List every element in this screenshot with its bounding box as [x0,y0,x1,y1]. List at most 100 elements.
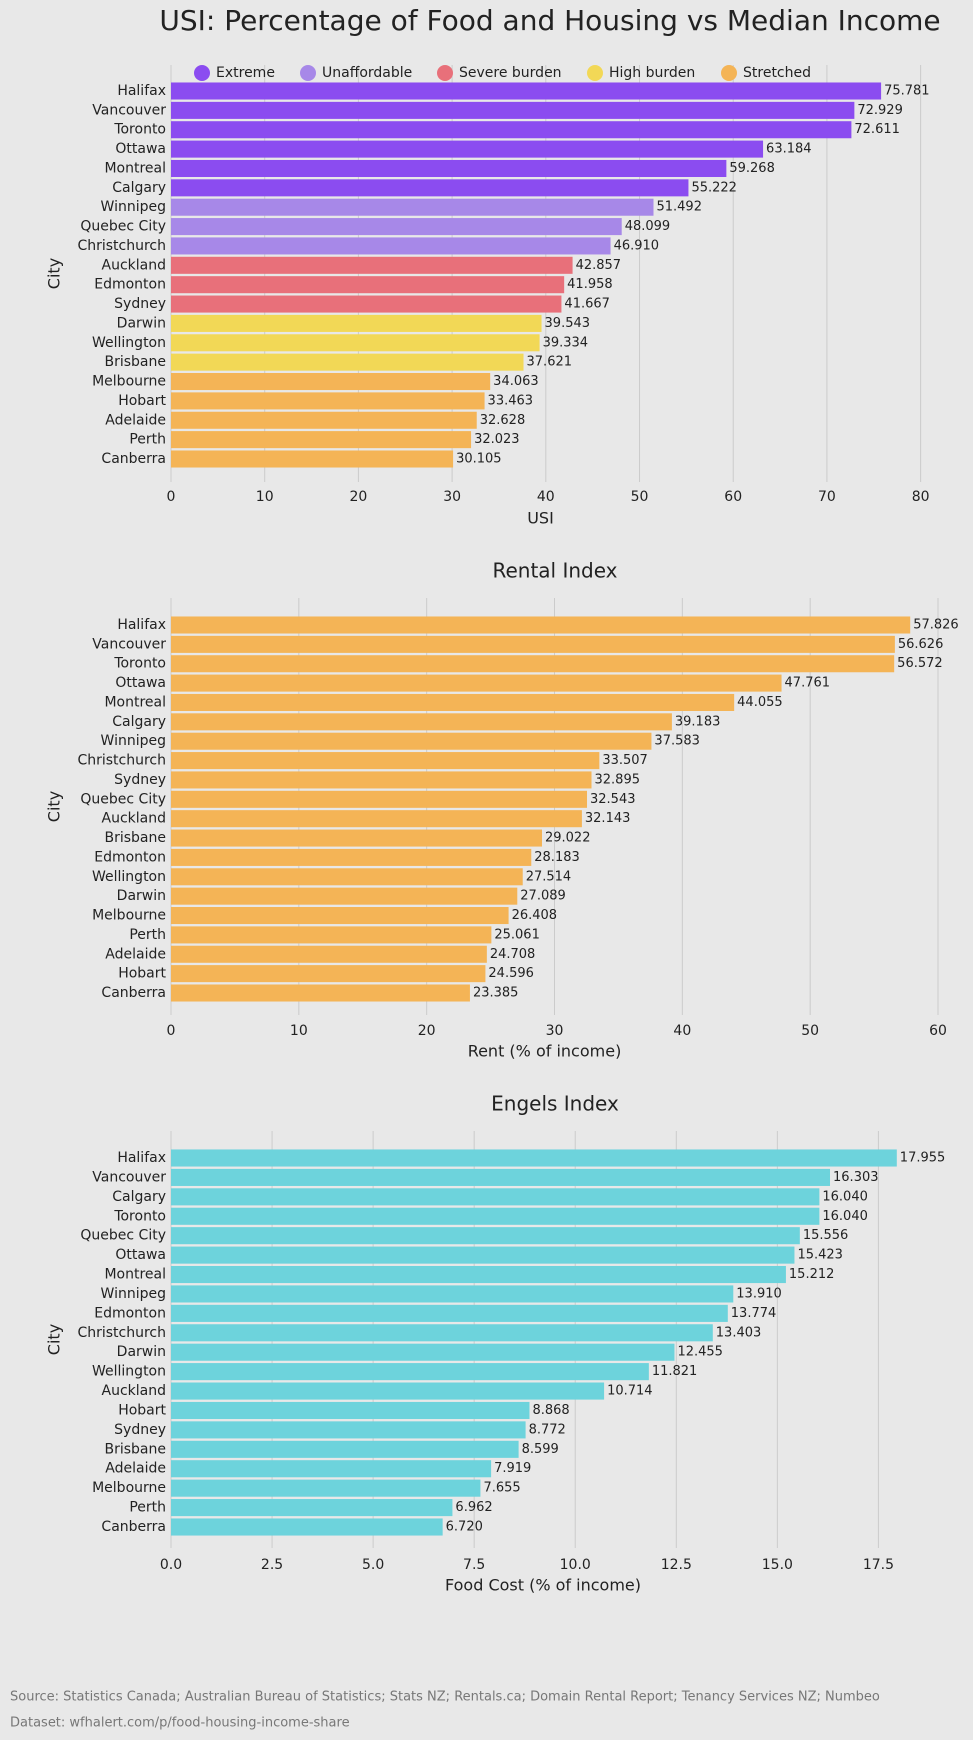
legend-marker [194,65,210,81]
value-label: 59.268 [729,161,775,176]
y-tick-label: Melbourne [92,908,166,924]
y-tick-label: Toronto [113,1208,166,1224]
value-label: 33.463 [488,393,533,408]
bar [171,868,523,886]
value-label: 56.572 [897,656,943,671]
value-label: 48.099 [625,219,671,234]
y-tick-label: Melbourne [92,374,166,390]
y-axis-label: City [45,258,64,289]
y-tick-label: Hobart [118,1402,166,1418]
y-tick-label: Toronto [113,122,166,138]
value-label: 27.514 [526,869,572,884]
y-tick-label: Sydney [114,296,166,312]
y-tick-label: Perth [129,927,166,943]
x-tick-label: 50 [631,489,649,505]
bar [171,1518,443,1536]
bar [171,1324,713,1342]
y-tick-label: Hobart [118,966,166,982]
bar [171,140,764,158]
y-tick-label: Calgary [112,180,166,196]
bar [171,334,540,352]
bar [171,635,895,653]
value-label: 8.599 [522,1442,559,1457]
bar [171,450,454,468]
y-tick-label: Ottawa [115,1247,166,1263]
y-tick-label: Montreal [104,160,166,176]
x-tick-label: 17.5 [863,1557,894,1573]
value-label: 16.040 [822,1209,868,1224]
y-tick-label: Ottawa [115,675,166,691]
x-tick-label: 15.0 [762,1557,793,1573]
x-tick-label: 30 [546,1023,564,1039]
value-label: 75.781 [884,84,930,99]
bar [171,1440,519,1458]
bar [171,256,573,274]
value-label: 63.184 [766,142,812,157]
bar [171,810,582,828]
y-tick-label: Toronto [113,656,166,672]
value-label: 23.385 [473,986,518,1001]
value-label: 46.910 [614,238,660,253]
bar [171,693,735,711]
value-label: 16.303 [833,1170,879,1185]
value-label: 27.089 [520,889,566,904]
bar [171,392,485,410]
x-tick-label: 12.5 [661,1557,692,1573]
legend-marker [437,65,453,81]
bar [171,655,895,673]
bar [171,945,487,963]
value-label: 13.910 [736,1286,782,1301]
y-tick-label: Adelaide [105,412,166,428]
bar [171,1207,820,1225]
value-label: 32.543 [590,792,636,807]
bar [171,82,882,100]
y-tick-label: Edmonton [94,1305,166,1321]
value-label: 32.023 [474,432,520,447]
bar [171,295,562,313]
bar [171,1246,795,1264]
bar [171,887,518,905]
x-axis-label: Food Cost (% of income) [445,1576,641,1595]
chart-title: USI: Percentage of Food and Housing vs M… [159,4,940,37]
y-tick-label: Edmonton [94,277,166,293]
value-label: 29.022 [545,831,591,846]
bar [171,1265,786,1284]
bar [171,926,492,944]
bar [171,1382,605,1400]
y-tick-label: Winnipeg [101,199,166,215]
y-tick-label: Auckland [102,257,166,273]
value-label: 24.596 [488,966,533,981]
value-label: 72.929 [857,103,903,118]
value-label: 24.708 [490,947,536,962]
value-label: 15.212 [789,1267,835,1282]
value-label: 55.222 [691,180,737,195]
bar [171,713,672,731]
bar [171,674,782,692]
value-label: 51.492 [656,200,702,215]
y-tick-label: Brisbane [105,354,167,370]
y-tick-label: Quebec City [80,791,166,807]
y-tick-label: Calgary [112,1189,166,1205]
y-tick-label: Vancouver [92,1169,166,1185]
value-label: 7.919 [494,1461,531,1476]
bar [171,1499,453,1517]
y-tick-label: Wellington [92,335,166,351]
y-tick-label: Auckland [102,811,166,827]
value-label: 25.061 [494,927,540,942]
x-tick-label: 0.0 [160,1557,182,1573]
value-label: 32.895 [595,772,641,787]
value-label: 44.055 [737,695,783,710]
bar [171,218,622,236]
bar [171,965,486,983]
x-axis-label: Rent (% of income) [468,1042,622,1061]
bar [171,179,689,197]
value-label: 41.958 [567,277,613,292]
bar [171,907,509,925]
bar [171,1479,481,1497]
bar [171,790,588,808]
x-tick-label: 10 [290,1023,308,1039]
bar [171,431,472,449]
bar [171,1363,649,1381]
y-tick-label: Sydney [114,1422,166,1438]
